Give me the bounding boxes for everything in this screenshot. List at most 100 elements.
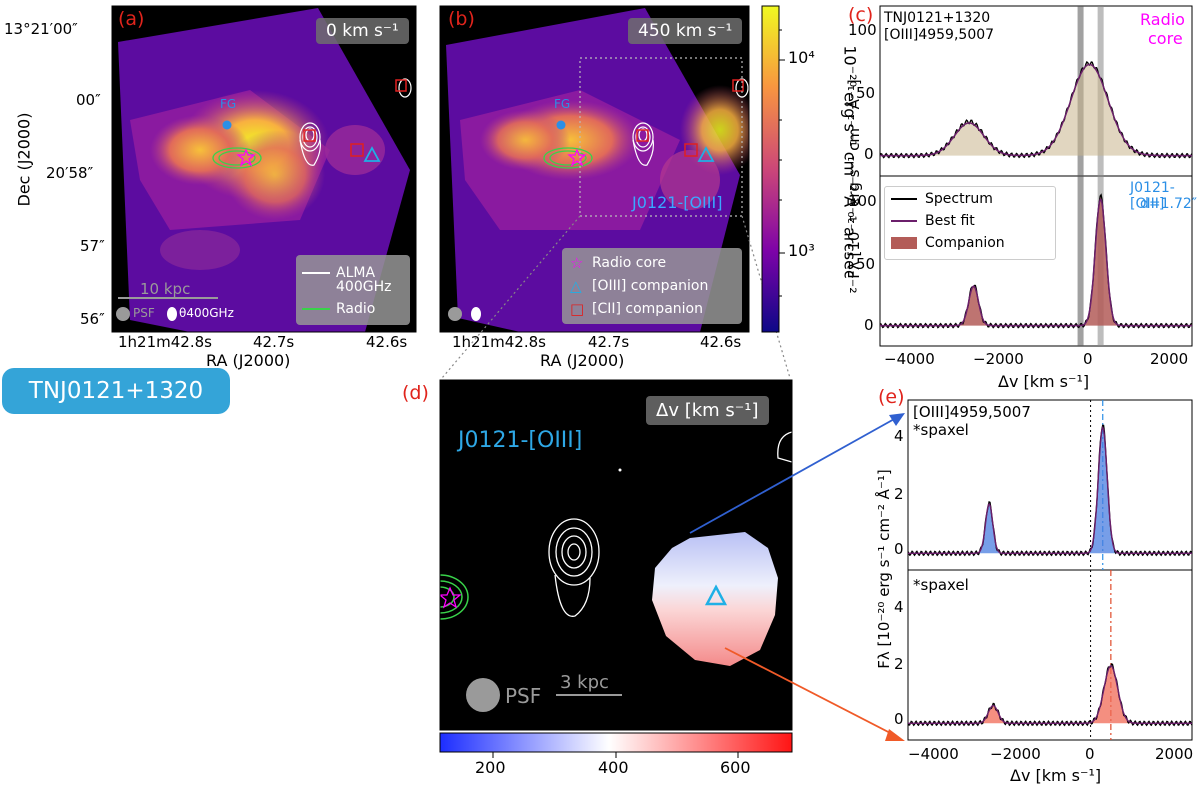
spectrum-3-best-fit	[908, 665, 1192, 724]
d-cbar-tick-200: 200	[475, 758, 506, 777]
dec-tick-0: 13°21′00″	[4, 20, 78, 38]
dec-axis-label: Dec (J2000)	[14, 112, 34, 207]
legend-alma: ALMA	[336, 265, 376, 281]
colorbar-tick-1e4: 10⁴	[788, 48, 815, 67]
panel-d-psf-label: PSF	[505, 684, 542, 708]
panel-d-scalebar: 3 kpc	[560, 672, 609, 693]
panel-d-letter: (d)	[402, 382, 429, 404]
e-ylabel: Fλ [10⁻²⁰ erg s⁻¹ cm⁻² Å⁻¹]	[875, 469, 893, 669]
panel-d-badge: Δv [km s⁻¹]	[646, 396, 769, 425]
c-bot-ytick-100: 100	[848, 192, 877, 210]
c-bot-ytick-50: 50	[856, 255, 876, 273]
panel-c-title2: [OIII]4959,5007	[884, 27, 995, 43]
c-ylabel: Fλ [10⁻²⁰ erg s⁻¹ cm⁻² Å⁻¹]	[845, 79, 863, 279]
c-top-ytick-100: 100	[848, 21, 877, 39]
e-xlabel: Δv [km s⁻¹]	[1010, 766, 1102, 785]
legend-best-fit: Best fit	[925, 213, 975, 229]
triangle-icon: △	[570, 277, 582, 295]
panel-c-radio-label1: Radio	[1140, 10, 1185, 29]
fg-marker	[222, 120, 232, 130]
panel-a-psf-label: PSF	[133, 306, 155, 320]
spectrum-0-series-best-fit	[880, 63, 1192, 157]
panel-a-letter: (a)	[118, 8, 145, 30]
c-xlabel: Δv [km s⁻¹]	[998, 372, 1090, 391]
panel-b-zoom-label: J0121-[OIII]	[632, 193, 723, 212]
zoom-box	[579, 57, 743, 217]
e-top-ytick-0: 0	[894, 540, 904, 558]
colorbar-tick-1e3: 10³	[788, 241, 815, 260]
panel-a-fg-label: FG	[220, 97, 237, 111]
panel-c-letter: (c)	[848, 4, 874, 26]
panel-c-radio-label2: core	[1148, 29, 1183, 48]
spectrum-3-component-fill	[908, 664, 1192, 724]
c-top-ytick-50: 50	[856, 84, 876, 102]
legend-alma-freq: 400GHz	[336, 279, 392, 295]
panel-e-title1: [OIII]4959,5007	[913, 403, 1031, 421]
d-cbar-tick-400: 400	[598, 758, 629, 777]
spectrum-0-series-spectrum	[879, 61, 1193, 159]
star-icon: ☆	[570, 254, 584, 272]
e-xtick-m2000: −2000	[990, 745, 1041, 763]
spectrum-2-series-spectrum	[907, 424, 1193, 557]
spectrum-3-series-spectrum	[907, 663, 1193, 727]
panel-a-beam-label: θ400GHz	[179, 306, 234, 320]
c-bot-ytick-0: 0	[864, 316, 874, 334]
legend-companion: Companion	[925, 235, 1005, 251]
colorbar	[761, 5, 785, 333]
ra-b-axis-label: RA (J2000)	[540, 351, 625, 370]
ra-a-tick-1: 42.7s	[253, 333, 295, 351]
panel-d-image	[439, 379, 793, 758]
square-icon: □	[570, 300, 585, 318]
c-xtick-0: 0	[1083, 350, 1093, 368]
spectrum-2-best-fit	[908, 425, 1192, 554]
d-cbar-tick-600: 600	[720, 758, 751, 777]
panel-c-companion-label: J0121-[OIII]	[1130, 180, 1175, 212]
panel-c-distance: d=1.72″	[1140, 196, 1198, 212]
panel-e-title3: *spaxel	[913, 576, 969, 594]
e-xtick-0: 0	[1085, 745, 1095, 763]
ra-b-tick-0: 1h21m42.8s	[452, 333, 546, 351]
e-xtick-2000: 2000	[1155, 745, 1194, 763]
panel-b-legend: ☆ Radio core △ [OIII] companion □ [CII] …	[562, 248, 742, 324]
dec-tick-2: 20′58″	[46, 164, 94, 182]
dec-tick-4: 56″	[80, 310, 105, 328]
panel-e-letter: (e)	[878, 386, 905, 408]
c-xtick-m4000: −4000	[884, 350, 935, 368]
spectra-layer	[879, 6, 1193, 740]
panel-c-title1: TNJ0121+1320	[884, 10, 991, 26]
e-top-ytick-4: 4	[894, 427, 904, 445]
panel-c-legend: Spectrum Best fit Companion	[884, 186, 1056, 260]
cii-companion-marker	[350, 143, 364, 157]
ra-b-tick-1: 42.7s	[588, 333, 630, 351]
ra-a-tick-2: 42.6s	[366, 333, 408, 351]
e-xtick-m4000: −4000	[908, 745, 959, 763]
dec-tick-1: 00″	[76, 91, 101, 109]
panel-b-velocity: 450 km s⁻¹	[628, 18, 743, 44]
panel-a-image	[111, 5, 417, 333]
radio-core-star	[236, 148, 256, 167]
legend-spectrum: Spectrum	[925, 191, 993, 207]
legend-radio-core: Radio core	[592, 255, 667, 271]
oiii-companion-marker	[363, 146, 381, 162]
panel-b-letter: (b)	[448, 8, 475, 30]
target-badge: TNJ0121+1320	[2, 368, 230, 414]
legend-oiii: [OIII] companion	[592, 278, 709, 294]
c-xtick-m2000: −2000	[973, 350, 1024, 368]
legend-cii: [CII] companion	[592, 301, 703, 317]
e-bot-ytick-2: 2	[894, 655, 904, 673]
e-bot-ytick-0: 0	[894, 710, 904, 728]
ra-a-axis-label: RA (J2000)	[206, 351, 291, 370]
panel-a-velocity: 0 km s⁻¹	[316, 18, 409, 44]
c-top-ytick-0: 0	[864, 145, 874, 163]
spectrum-1-series-companion	[880, 198, 1192, 327]
panel-a-legend: ALMA 400GHz Radio	[296, 255, 410, 325]
ra-a-tick-0: 1h21m42.8s	[118, 333, 212, 351]
legend-radio: Radio	[336, 301, 376, 317]
c-xtick-2000: 2000	[1150, 350, 1189, 368]
dec-tick-3: 57″	[80, 237, 105, 255]
panel-b-fg-label: FG	[554, 97, 571, 111]
e-top-ytick-2: 2	[894, 485, 904, 503]
panel-e-title2: *spaxel	[913, 421, 969, 439]
ra-b-tick-2: 42.6s	[700, 333, 742, 351]
arrows	[689, 413, 905, 741]
